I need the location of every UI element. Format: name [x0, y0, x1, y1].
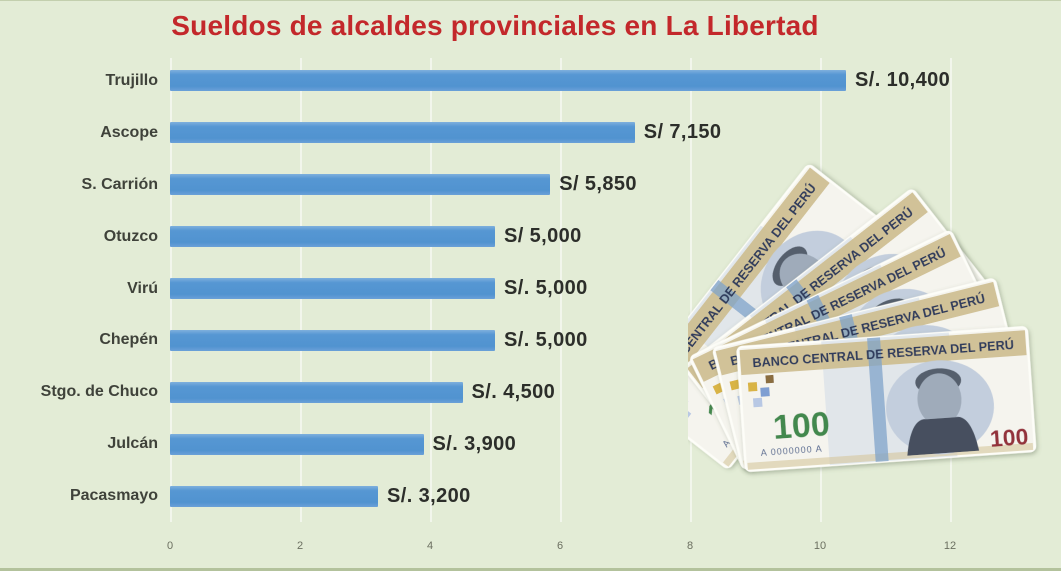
category-label: S. Carrión [81, 175, 158, 193]
value-label: S/. 3,200 [387, 484, 471, 507]
value-label: S/ 5,000 [504, 225, 582, 248]
value-label: S/. 4,500 [471, 380, 556, 403]
chart-row: Virú S/. 5,000 [0, 263, 1061, 315]
bar [170, 70, 846, 92]
bar [170, 174, 551, 196]
chart-row: Ascope S/ 7,150 [0, 107, 1061, 159]
value-label: S/. 5,000 [504, 328, 588, 351]
chart-row: Stgo. de Chuco S/. 4,500 [0, 366, 1061, 418]
category-label: Stgo. de Chuco [40, 383, 158, 401]
bar [170, 329, 495, 351]
chart-row: Pacasmayo S/. 3,200 [0, 470, 1061, 522]
chart-title: Sueldos de alcaldes provinciales en La L… [171, 10, 819, 41]
x-axis: 0 2 4 6 8 10 12 [0, 540, 1061, 558]
x-tick-label: 4 [426, 540, 434, 552]
x-tick-label: 0 [166, 540, 174, 552]
value-label: S/. 3,900 [432, 432, 517, 455]
x-tick-label: 8 [686, 540, 694, 552]
bar [170, 226, 495, 248]
value-label: S/. 10,400 [855, 69, 951, 92]
category-label: Chepén [99, 331, 158, 349]
plot-area: Trujillo S/. 10,400 Ascope S/ 7,150 S. C… [0, 55, 1061, 522]
category-label: Ascope [100, 123, 158, 141]
bar [170, 122, 635, 144]
category-label: Virú [127, 279, 158, 297]
gridline [690, 58, 692, 522]
bar [170, 381, 463, 403]
x-tick-label: 12 [943, 540, 957, 552]
banknotes-image: BANCO CENTRAL DE RESERVA DEL PERÚ 100 10… [629, 151, 1060, 496]
category-label: Trujillo [105, 71, 158, 89]
x-tick-label: 10 [813, 540, 827, 552]
bar [170, 433, 424, 455]
chart-row: Trujillo S/. 10,400 [0, 55, 1061, 107]
gridline [560, 58, 562, 522]
bar-rows: Trujillo S/. 10,400 Ascope S/ 7,150 S. C… [0, 55, 1061, 522]
chart-row: Otuzco S/ 5,000 [0, 211, 1061, 263]
value-label: S/. 5,000 [504, 277, 588, 299]
value-label: S/ 7,150 [643, 121, 722, 144]
category-label: Julcán [107, 435, 158, 453]
chart-row: S. Carrión S/ 5,850 [0, 159, 1061, 211]
bar [170, 278, 495, 299]
x-tick-label: 2 [296, 540, 304, 552]
category-label: Otuzco [103, 227, 158, 245]
chart-row: Chepén S/. 5,000 [0, 314, 1061, 366]
banknote-1 [736, 325, 1037, 473]
value-label: S/ 5,850 [559, 173, 637, 196]
category-label: Pacasmayo [69, 487, 158, 505]
chart-row: Julcán S/. 3,900 [0, 418, 1061, 470]
x-tick-label: 6 [556, 540, 564, 552]
bar [170, 485, 378, 507]
